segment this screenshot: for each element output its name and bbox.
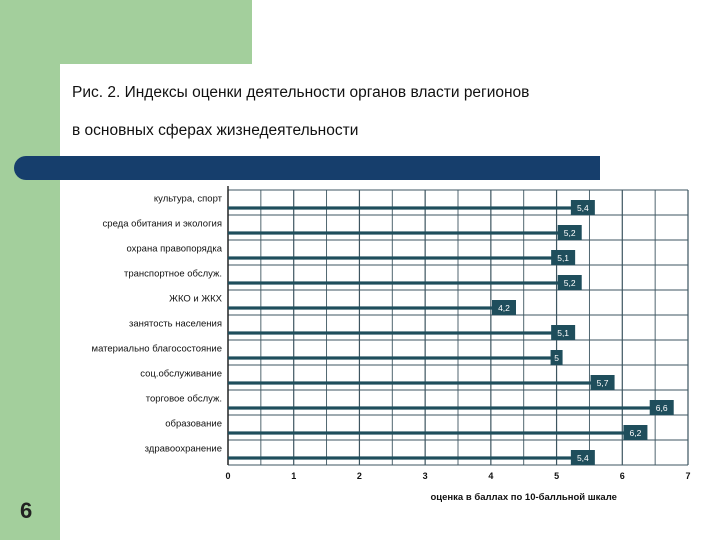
- category-label: культура, спорт: [154, 193, 223, 204]
- slide-number: 6: [20, 498, 33, 523]
- bar: [228, 356, 557, 360]
- data-label: 5,2: [564, 278, 576, 288]
- category-label: транспортное обслуж.: [124, 268, 222, 279]
- category-label: соц.обслуживание: [140, 368, 222, 379]
- data-label-box: [551, 250, 576, 265]
- x-tick-label: 1: [291, 471, 296, 481]
- data-label-box: [649, 400, 674, 415]
- x-tick-label: 4: [488, 471, 493, 481]
- bar: [228, 431, 636, 435]
- data-label-box: [492, 300, 516, 315]
- x-tick-label: 0: [225, 471, 230, 481]
- category-label: охрана правопорядка: [126, 243, 222, 254]
- data-label: 5,2: [564, 228, 576, 238]
- x-tick-label: 7: [685, 471, 690, 481]
- bar-chart: культура, спорт 5,4 среда обитания и эколо…: [92, 186, 691, 503]
- x-tick-label: 5: [554, 471, 559, 481]
- data-label-box: [557, 275, 582, 290]
- x-tick-label: 2: [357, 471, 362, 481]
- data-label: 5,1: [557, 253, 569, 263]
- bar: [228, 331, 564, 335]
- data-label: 5: [554, 353, 559, 363]
- data-label: 4,2: [498, 303, 510, 313]
- slide-title-line-1: Рис. 2. Индексы оценки деятельности орга…: [72, 84, 530, 101]
- title-underline-bar: [14, 156, 600, 180]
- data-label-box: [570, 450, 595, 465]
- data-label: 5,4: [577, 453, 589, 463]
- bar: [228, 456, 583, 460]
- category-label: занятость населения: [129, 318, 222, 329]
- x-axis-label: оценка в баллах по 10-балльной шкале: [431, 492, 617, 503]
- data-label-box: [623, 425, 648, 440]
- data-label: 6,6: [656, 403, 668, 413]
- category-label: здравоохранение: [145, 443, 222, 454]
- bar: [228, 306, 504, 310]
- x-tick-label: 6: [620, 471, 625, 481]
- data-label: 6,2: [630, 428, 642, 438]
- data-label-box: [570, 200, 595, 215]
- bar: [228, 381, 603, 385]
- data-label: 5,1: [557, 328, 569, 338]
- data-label: 5,4: [577, 203, 589, 213]
- data-label: 5,7: [597, 378, 609, 388]
- bar: [228, 206, 583, 210]
- bar: [228, 406, 662, 410]
- title-area: [60, 64, 720, 156]
- top-decor-band: [60, 0, 252, 64]
- data-label-box: [557, 225, 582, 240]
- category-label: ЖКО и ЖКХ: [169, 293, 222, 304]
- category-label: среда обитания и экология: [103, 218, 222, 229]
- data-label-box: [590, 375, 615, 390]
- left-decor-band: [0, 0, 60, 540]
- x-tick-label: 3: [423, 471, 428, 481]
- data-label-box: [550, 350, 563, 365]
- category-label: материально благосостояние: [92, 343, 222, 354]
- category-label: образование: [165, 418, 222, 429]
- bar: [228, 281, 570, 285]
- bar: [228, 231, 570, 235]
- category-label: торговое обслуж.: [146, 393, 222, 404]
- data-label-box: [551, 325, 576, 340]
- slide-title-line-2: в основных сферах жизнедеятельности: [72, 122, 359, 139]
- bar: [228, 256, 564, 260]
